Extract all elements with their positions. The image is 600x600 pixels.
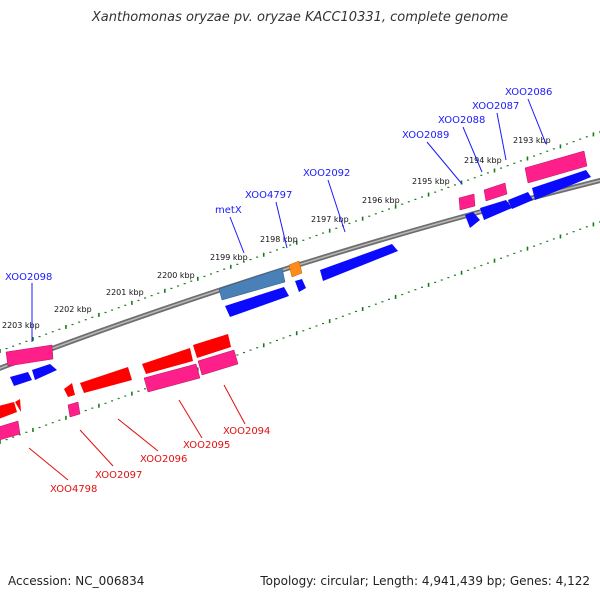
feature-cds-arrow[interactable] xyxy=(465,212,480,228)
gene-label-xoo4797[interactable]: XOO4797 xyxy=(245,190,292,201)
kbp-tick-label: 2195 kbp xyxy=(412,177,450,186)
kbp-tick-label: 2196 kbp xyxy=(362,196,400,205)
accession-text: Accession: NC_006834 xyxy=(8,574,145,588)
label-leader-line xyxy=(223,384,246,425)
gene-label-xoo2095[interactable]: XOO2095 xyxy=(183,440,230,451)
gene-label-xoo2089[interactable]: XOO2089 xyxy=(402,130,449,141)
label-leader-line xyxy=(275,201,288,249)
feature-xoo4798-gene[interactable] xyxy=(0,420,21,441)
label-leader-line xyxy=(79,429,114,467)
feature-xoo2096-gene[interactable] xyxy=(143,363,201,393)
outer-tick-track xyxy=(0,131,600,353)
kbp-tick-label: 2193 kbp xyxy=(513,136,551,145)
feature-xoo2097-gene[interactable] xyxy=(67,401,81,418)
feature-cds-arrow[interactable] xyxy=(15,399,21,412)
feature-cds-arrow[interactable] xyxy=(32,364,57,380)
feature-cds-arrow[interactable] xyxy=(142,348,193,374)
label-leader-line xyxy=(178,399,203,439)
gene-label-xoo2096[interactable]: XOO2096 xyxy=(140,454,187,465)
kbp-tick-label: 2201 kbp xyxy=(106,288,144,297)
reverse-features xyxy=(0,334,239,441)
feature-metx-gene[interactable] xyxy=(218,267,286,301)
kbp-tick-label: 2199 kbp xyxy=(210,253,248,262)
feature-xoo2098-gene[interactable] xyxy=(5,344,54,367)
kbp-tick-label: 2202 kbp xyxy=(54,305,92,314)
feature-cds-arrow[interactable] xyxy=(10,372,32,386)
gene-label-xoo2094[interactable]: XOO2094 xyxy=(223,426,270,437)
gene-label-xoo2086[interactable]: XOO2086 xyxy=(505,87,552,98)
label-leader-line xyxy=(462,126,483,173)
genome-summary-text: Topology: circular; Length: 4,941,439 bp… xyxy=(260,574,590,588)
kbp-tick-label: 2197 kbp xyxy=(311,215,349,224)
feature-xoo2086-gene[interactable] xyxy=(524,150,588,184)
gene-label-xoo2098[interactable]: XOO2098 xyxy=(5,272,52,283)
label-leader-line xyxy=(327,179,346,233)
label-leader-line xyxy=(229,216,245,254)
kbp-tick-label: 2203 kbp xyxy=(2,321,40,330)
gene-label-xoo2092[interactable]: XOO2092 xyxy=(303,168,350,179)
feature-cds-arrow[interactable] xyxy=(64,383,75,397)
feature-xoo2095-gene[interactable] xyxy=(197,349,239,376)
feature-xoo2088-gene[interactable] xyxy=(483,182,508,202)
genome-title: Xanthomonas oryzae pv. oryzae KACC10331,… xyxy=(91,10,509,25)
gene-label-xoo2097[interactable]: XOO2097 xyxy=(95,470,142,481)
kbp-tick-labels: 2203 kbp 2202 kbp 2201 kbp 2200 kbp 2199 kbp… xyxy=(2,136,551,330)
label-leader-line xyxy=(496,112,507,161)
gene-label-metx[interactable]: metX xyxy=(215,205,242,216)
label-leader-line xyxy=(426,141,463,185)
label-leader-line xyxy=(117,418,159,452)
feature-cds-arrow[interactable] xyxy=(225,287,289,317)
feature-cds-arrow[interactable] xyxy=(532,170,591,200)
kbp-tick-label: 2194 kbp xyxy=(464,156,502,165)
gene-label-leaders xyxy=(28,98,547,481)
kbp-tick-label: 2198 kbp xyxy=(260,235,298,244)
feature-cds-arrow[interactable] xyxy=(193,334,231,358)
feature-cds-arrow[interactable] xyxy=(295,279,306,292)
kbp-tick-label: 2200 kbp xyxy=(157,271,195,280)
feature-cds-arrow[interactable] xyxy=(0,402,17,420)
feature-xoo4797-gene[interactable] xyxy=(288,260,303,278)
feature-xoo2089-gene[interactable] xyxy=(458,193,476,211)
feature-cds-arrow[interactable] xyxy=(480,200,512,220)
feature-cds-arrow[interactable] xyxy=(508,192,533,209)
gene-label-xoo4798[interactable]: XOO4798 xyxy=(50,484,97,495)
forward-features xyxy=(5,150,591,386)
gene-label-xoo2087[interactable]: XOO2087 xyxy=(472,101,519,112)
gene-label-xoo2088[interactable]: XOO2088 xyxy=(438,115,485,126)
label-leader-line xyxy=(527,98,547,145)
feature-cds-arrow[interactable] xyxy=(320,244,398,281)
feature-cds-arrow[interactable] xyxy=(80,367,132,393)
label-leader-line xyxy=(28,447,69,481)
